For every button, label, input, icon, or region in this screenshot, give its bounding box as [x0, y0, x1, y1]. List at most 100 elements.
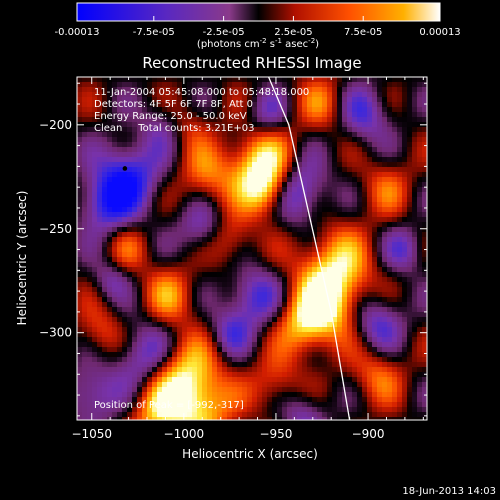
heatmap-cell	[272, 192, 278, 198]
heatmap-cell	[392, 167, 398, 173]
heatmap-cell	[372, 157, 378, 163]
heatmap-cell	[322, 327, 328, 333]
heatmap-cell	[272, 347, 278, 353]
heatmap-cell	[342, 267, 348, 273]
heatmap-cell	[382, 217, 388, 223]
heatmap-cell	[82, 412, 88, 418]
heatmap-cell	[217, 342, 223, 348]
heatmap-cell	[257, 407, 263, 413]
heatmap-cell	[242, 247, 248, 253]
heatmap-cell	[192, 172, 198, 178]
heatmap-cell	[277, 237, 283, 243]
heatmap-cell	[417, 412, 423, 418]
heatmap-cell	[262, 362, 268, 368]
heatmap-cell	[252, 162, 258, 168]
heatmap-cell	[362, 242, 368, 248]
heatmap-cell	[342, 82, 348, 88]
heatmap-cell	[307, 292, 313, 298]
heatmap-cell	[377, 382, 383, 388]
heatmap-cell	[417, 282, 423, 288]
heatmap-cell	[412, 367, 418, 373]
heatmap-cell	[212, 287, 218, 293]
heatmap-cell	[387, 347, 393, 353]
heatmap-cell	[217, 262, 223, 268]
heatmap-cell	[377, 227, 383, 233]
heatmap-cell	[217, 207, 223, 213]
heatmap-cell	[137, 77, 143, 83]
heatmap-cell	[187, 407, 193, 413]
heatmap-cell	[222, 372, 228, 378]
heatmap-cell	[367, 132, 373, 138]
heatmap-cell	[272, 122, 278, 128]
heatmap-cell	[327, 272, 333, 278]
heatmap-cell	[207, 242, 213, 248]
heatmap-cell	[197, 222, 203, 228]
heatmap-cell	[222, 187, 228, 193]
heatmap-cell	[227, 327, 233, 333]
heatmap-cell	[222, 357, 228, 363]
heatmap-cell	[147, 402, 153, 408]
heatmap-cell	[147, 227, 153, 233]
heatmap-cell	[112, 327, 118, 333]
heatmap-cell	[277, 327, 283, 333]
heatmap-cell	[87, 357, 93, 363]
heatmap-cell	[297, 82, 303, 88]
heatmap-cell	[347, 207, 353, 213]
heatmap-cell	[252, 322, 258, 328]
heatmap-cell	[252, 307, 258, 313]
heatmap-cell	[92, 122, 98, 128]
heatmap-cell	[297, 402, 303, 408]
heatmap-cell	[392, 337, 398, 343]
heatmap-cell	[77, 257, 83, 263]
heatmap-cell	[147, 107, 153, 113]
heatmap-cell	[207, 307, 213, 313]
heatmap-cell	[402, 352, 408, 358]
heatmap-cell	[307, 372, 313, 378]
heatmap-cell	[192, 247, 198, 253]
heatmap-cell	[357, 407, 363, 413]
heatmap-cell	[197, 132, 203, 138]
heatmap-cell	[362, 162, 368, 168]
heatmap-cell	[252, 417, 258, 420]
heatmap-cell	[197, 117, 203, 123]
heatmap-cell	[297, 407, 303, 413]
heatmap-cell	[352, 162, 358, 168]
heatmap-cell	[287, 297, 293, 303]
heatmap-cell	[372, 362, 378, 368]
heatmap-cell	[407, 227, 413, 233]
heatmap-cell	[377, 372, 383, 378]
heatmap-cell	[402, 172, 408, 178]
heatmap-cell	[367, 352, 373, 358]
heatmap-cell	[397, 77, 403, 83]
heatmap-cell	[402, 407, 408, 413]
heatmap-cell	[382, 297, 388, 303]
heatmap-cell	[272, 402, 278, 408]
heatmap-cell	[382, 402, 388, 408]
heatmap-cell	[332, 302, 338, 308]
heatmap-cell	[107, 87, 113, 93]
heatmap-cell	[397, 152, 403, 158]
heatmap-cell	[207, 367, 213, 373]
heatmap-cell	[147, 272, 153, 278]
heatmap-cell	[192, 317, 198, 323]
heatmap-cell	[237, 262, 243, 268]
heatmap-cell	[297, 197, 303, 203]
heatmap-cell	[282, 157, 288, 163]
heatmap-cell	[292, 287, 298, 293]
heatmap-cell	[252, 172, 258, 178]
heatmap-cell	[282, 312, 288, 318]
heatmap-cell	[302, 312, 308, 318]
heatmap-cell	[112, 267, 118, 273]
heatmap-cell	[317, 187, 323, 193]
heatmap-cell	[147, 332, 153, 338]
heatmap-cell	[222, 307, 228, 313]
heatmap-cell	[307, 122, 313, 128]
heatmap-cell	[317, 222, 323, 228]
heatmap-cell	[312, 232, 318, 238]
heatmap-cell	[172, 292, 178, 298]
heatmap-cell	[332, 152, 338, 158]
heatmap-cell	[202, 227, 208, 233]
heatmap-cell	[292, 167, 298, 173]
heatmap-cell	[162, 242, 168, 248]
heatmap-cell	[412, 302, 418, 308]
